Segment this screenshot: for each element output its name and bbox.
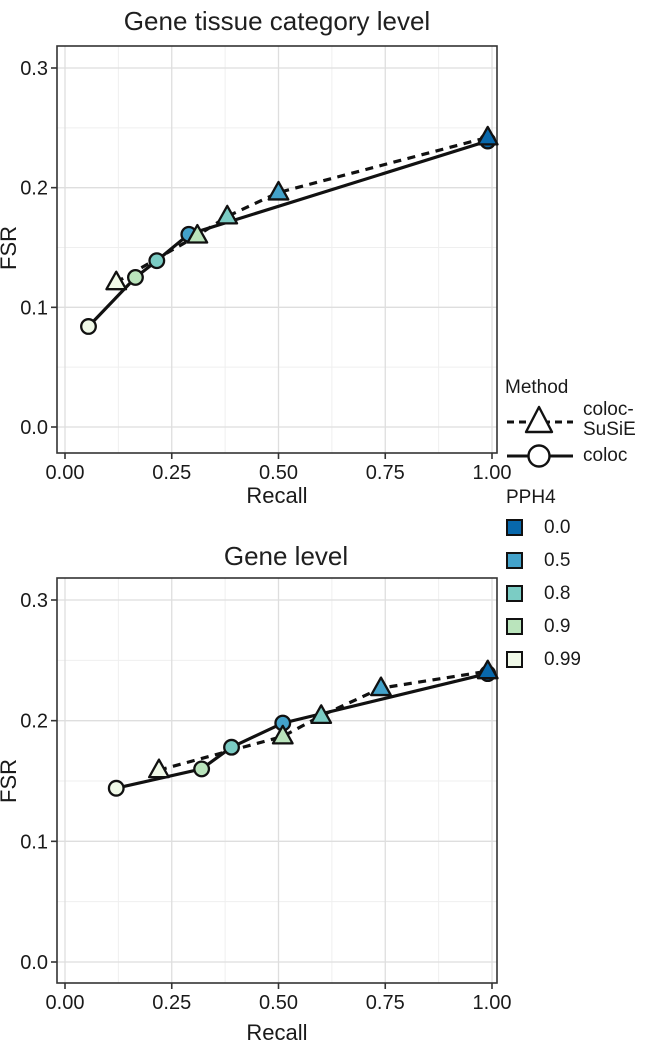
- marker-circle: [148, 252, 166, 270]
- marker-triangle: [216, 204, 239, 225]
- x-tick-label: 0.00: [46, 992, 85, 1014]
- solid-line-circle-icon: [507, 444, 573, 468]
- x-tick-label: 1.00: [473, 462, 512, 484]
- y-axis-label: FSR: [0, 226, 21, 270]
- marker-circle: [107, 779, 125, 797]
- marker-triangle: [476, 659, 499, 680]
- marker-triangle: [476, 125, 499, 146]
- method-legend: Method coloc- SuSiE coloc: [505, 377, 645, 471]
- pph4-legend-title: PPH4: [506, 487, 556, 508]
- marker-circle: [223, 738, 240, 756]
- x-tick-label: 0.25: [152, 462, 191, 484]
- marker-triangle: [267, 180, 290, 201]
- x-tick-label: 0.75: [366, 462, 405, 484]
- x-tick-label: 1.00: [473, 992, 512, 1014]
- pph4-swatch-icon: [506, 618, 523, 635]
- panel-border: [56, 577, 498, 984]
- marker-triangle: [147, 758, 170, 779]
- x-axis-label: Recall: [246, 1020, 307, 1045]
- pph4-item-0.8: 0.8: [506, 584, 636, 603]
- marker-triangle: [310, 704, 333, 724]
- marker-circle: [127, 268, 144, 286]
- pph4-item-0.99: 0.99: [506, 650, 636, 669]
- panel-border: [56, 45, 498, 454]
- x-tick-label: 0.00: [46, 462, 85, 484]
- x-tick-label: 0.75: [366, 992, 405, 1014]
- chart-title: Gene tissue category level: [124, 6, 430, 36]
- y-tick-label: 0.1: [20, 297, 48, 319]
- marker-circle: [193, 760, 211, 778]
- dashed-line-triangle-icon: [507, 405, 573, 434]
- y-tick-label: 0.0: [20, 417, 48, 439]
- marker-triangle: [105, 270, 128, 291]
- series-line-coloc: [87, 139, 489, 328]
- pph4-item-0.5: 0.5: [506, 551, 636, 570]
- y-tick-label: 0.1: [20, 831, 48, 853]
- chart-title: Gene level: [224, 541, 348, 571]
- pph4-swatch-icon: [506, 552, 523, 569]
- marker-triangle: [186, 223, 209, 244]
- pph4-swatch-icon: [506, 651, 523, 668]
- legend-label-coloc-susie: coloc- SuSiE: [583, 399, 636, 440]
- pph4-legend: PPH4 0.0 0.5 0.8 0.9 0.99: [506, 487, 636, 684]
- y-tick-label: 0.3: [20, 590, 48, 612]
- y-tick-label: 0.3: [20, 58, 48, 80]
- legend-label-coloc: coloc: [583, 445, 628, 466]
- x-tick-label: 0.25: [152, 992, 191, 1014]
- legend-item-coloc: coloc: [505, 441, 645, 471]
- pph4-item-0.0: 0.0: [506, 518, 636, 537]
- y-axis-label: FSR: [0, 759, 21, 803]
- marker-circle: [80, 318, 97, 335]
- pph4-item-0.9: 0.9: [506, 617, 636, 636]
- pph4-swatch-icon: [506, 585, 523, 602]
- method-legend-title: Method: [505, 377, 569, 398]
- pph4-swatch-icon: [506, 519, 523, 536]
- y-tick-label: 0.2: [20, 178, 48, 200]
- y-tick-label: 0.2: [20, 711, 48, 733]
- series-line-coloc-SuSiE: [115, 135, 489, 284]
- legend-item-coloc-susie: coloc- SuSiE: [505, 399, 645, 441]
- x-tick-label: 0.50: [259, 992, 298, 1014]
- y-tick-label: 0.0: [20, 952, 48, 974]
- marker-triangle: [370, 676, 392, 697]
- x-axis-label: Recall: [246, 483, 307, 508]
- marker-triangle: [271, 724, 294, 745]
- x-tick-label: 0.50: [259, 462, 298, 484]
